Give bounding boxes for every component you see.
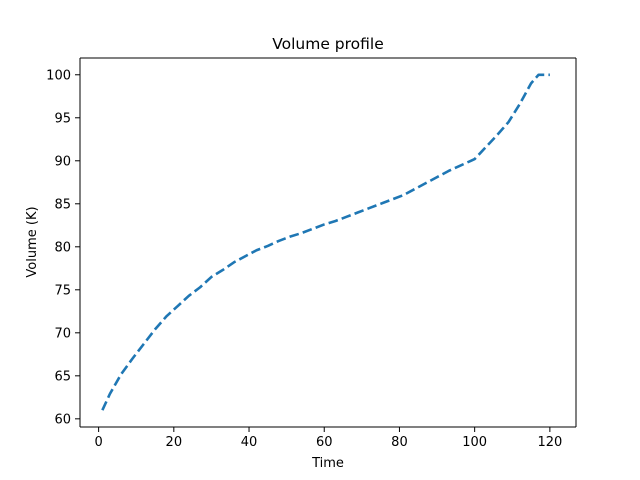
series-line-0 bbox=[101, 73, 550, 411]
y-tick-label: 95 bbox=[54, 111, 71, 126]
x-tick-label: 20 bbox=[166, 435, 183, 450]
y-tick-label: 60 bbox=[54, 412, 71, 427]
y-tick-label: 70 bbox=[54, 326, 71, 341]
y-tick-label: 65 bbox=[54, 369, 71, 384]
x-tick-label: 120 bbox=[537, 435, 562, 450]
plot-layer bbox=[101, 73, 550, 411]
y-tick-label: 75 bbox=[54, 283, 71, 298]
x-tick-label: 0 bbox=[94, 435, 102, 450]
x-tick-label: 80 bbox=[391, 435, 408, 450]
y-tick-label: 100 bbox=[46, 68, 71, 83]
y-axis-label: Volume (K) bbox=[25, 206, 40, 277]
y-tick-label: 80 bbox=[54, 240, 71, 255]
axes-layer bbox=[79, 57, 577, 428]
x-axis-label: Time bbox=[311, 456, 344, 471]
x-tick-label: 60 bbox=[316, 435, 333, 450]
chart-title: Volume profile bbox=[272, 35, 384, 53]
y-tick-label: 85 bbox=[54, 197, 71, 212]
y-tick-label: 90 bbox=[54, 154, 71, 169]
ticks-layer: 0 20 40 60 80 100 120 60 65 70 75 80 85 90 95 100 bbox=[46, 68, 562, 450]
x-tick-label: 40 bbox=[241, 435, 258, 450]
x-tick-label: 100 bbox=[462, 435, 487, 450]
